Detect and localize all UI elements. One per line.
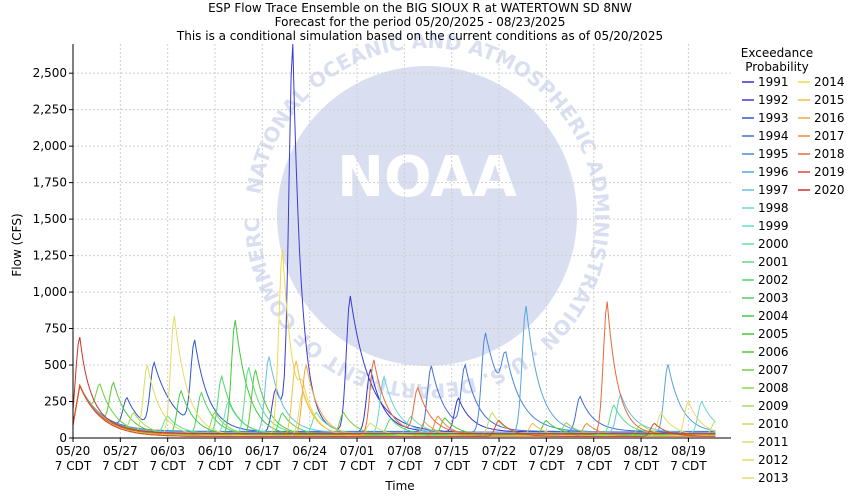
x-tick-label-time: 7 CDT: [528, 459, 565, 473]
x-tick-label-date: 05/27: [103, 444, 138, 458]
x-tick-label-time: 7 CDT: [244, 459, 281, 473]
legend-label-1993: 1993: [758, 111, 789, 125]
y-tick-label: 2,250: [33, 103, 67, 117]
legend-label-1995: 1995: [758, 147, 789, 161]
x-tick-label-date: 07/08: [387, 444, 422, 458]
x-axis-label: Time: [384, 479, 414, 493]
y-tick-label: 250: [44, 395, 67, 409]
chart-title-line-2: Forecast for the period 05/20/2025 - 08/…: [275, 15, 566, 29]
legend-label-2009: 2009: [758, 399, 789, 413]
x-tick-label-date: 05/20: [56, 444, 91, 458]
legend-label-2017: 2017: [814, 129, 845, 143]
legend-title-line-1: Exceedance: [741, 46, 813, 60]
x-tick-label-date: 06/24: [292, 444, 327, 458]
y-tick-label: 1,500: [33, 212, 67, 226]
x-tick-label-time: 7 CDT: [481, 459, 518, 473]
x-tick-label-time: 7 CDT: [339, 459, 376, 473]
legend-label-2007: 2007: [758, 363, 789, 377]
legend-label-1992: 1992: [758, 93, 789, 107]
y-tick-label: 1,000: [33, 285, 67, 299]
legend-label-2006: 2006: [758, 345, 789, 359]
noaa-logo-disc: [277, 66, 577, 366]
x-tick-label-date: 07/22: [482, 444, 517, 458]
legend-label-1996: 1996: [758, 165, 789, 179]
x-tick-label-time: 7 CDT: [102, 459, 139, 473]
legend-label-2020: 2020: [814, 183, 845, 197]
y-tick-label: 500: [44, 358, 67, 372]
y-tick-label: 1,750: [33, 176, 67, 190]
legend-label-2016: 2016: [814, 111, 845, 125]
x-tick-label-time: 7 CDT: [576, 459, 613, 473]
y-tick-label: 750: [44, 322, 67, 336]
legend-label-2015: 2015: [814, 93, 845, 107]
x-tick-label-date: 08/12: [624, 444, 659, 458]
x-tick-label-time: 7 CDT: [434, 459, 471, 473]
series-line-1997: [72, 356, 716, 433]
y-tick-label: 2,500: [33, 66, 67, 80]
x-tick-label-time: 7 CDT: [55, 459, 92, 473]
legend-label-2011: 2011: [758, 435, 789, 449]
x-tick-label-date: 08/05: [576, 444, 611, 458]
x-tick-label-time: 7 CDT: [197, 459, 234, 473]
legend-title-line-2: Probability: [745, 60, 808, 74]
legend-label-2014: 2014: [814, 75, 845, 89]
x-tick-label-date: 07/15: [434, 444, 469, 458]
x-tick-label-time: 7 CDT: [149, 459, 186, 473]
legend-label-2008: 2008: [758, 381, 789, 395]
legend-label-2019: 2019: [814, 165, 845, 179]
noaa-logo-text: NOAA: [337, 145, 517, 210]
y-axis-label: Flow (CFS): [10, 213, 24, 276]
x-tick-label-date: 06/10: [198, 444, 233, 458]
x-tick-label-date: 06/03: [150, 444, 185, 458]
x-tick-label-time: 7 CDT: [670, 459, 707, 473]
series-line-2020: [72, 336, 716, 435]
legend-label-1994: 1994: [758, 129, 789, 143]
x-tick-label-date: 07/29: [529, 444, 564, 458]
legend-label-2000: 2000: [758, 237, 789, 251]
y-tick-label: 1,250: [33, 249, 67, 263]
legend-label-1991: 1991: [758, 75, 789, 89]
x-tick-label-time: 7 CDT: [386, 459, 423, 473]
chart-title-line-3: This is a conditional simulation based o…: [176, 29, 663, 43]
legend-label-1998: 1998: [758, 201, 789, 215]
legend-label-1997: 1997: [758, 183, 789, 197]
x-tick-label-date: 06/17: [245, 444, 280, 458]
legend-label-2010: 2010: [758, 417, 789, 431]
legend-label-2013: 2013: [758, 471, 789, 485]
chart-title-line-1: ESP Flow Trace Ensemble on the BIG SIOUX…: [208, 1, 632, 15]
series-line-1994: [72, 362, 716, 432]
legend-label-1999: 1999: [758, 219, 789, 233]
legend-label-2003: 2003: [758, 291, 789, 305]
legend-label-2005: 2005: [758, 327, 789, 341]
y-tick-label: 2,000: [33, 139, 67, 153]
y-tick-label: 0: [59, 431, 67, 445]
legend-label-2001: 2001: [758, 255, 789, 269]
legend-label-2012: 2012: [758, 453, 789, 467]
legend-label-2002: 2002: [758, 273, 789, 287]
series-line-2019: [72, 383, 716, 437]
legend-label-2004: 2004: [758, 309, 789, 323]
x-tick-label-time: 7 CDT: [291, 459, 328, 473]
x-tick-label-time: 7 CDT: [623, 459, 660, 473]
legend-label-2018: 2018: [814, 147, 845, 161]
series-line-2018: [72, 301, 716, 435]
x-tick-label-date: 08/19: [671, 444, 706, 458]
x-tick-label-date: 07/01: [340, 444, 375, 458]
